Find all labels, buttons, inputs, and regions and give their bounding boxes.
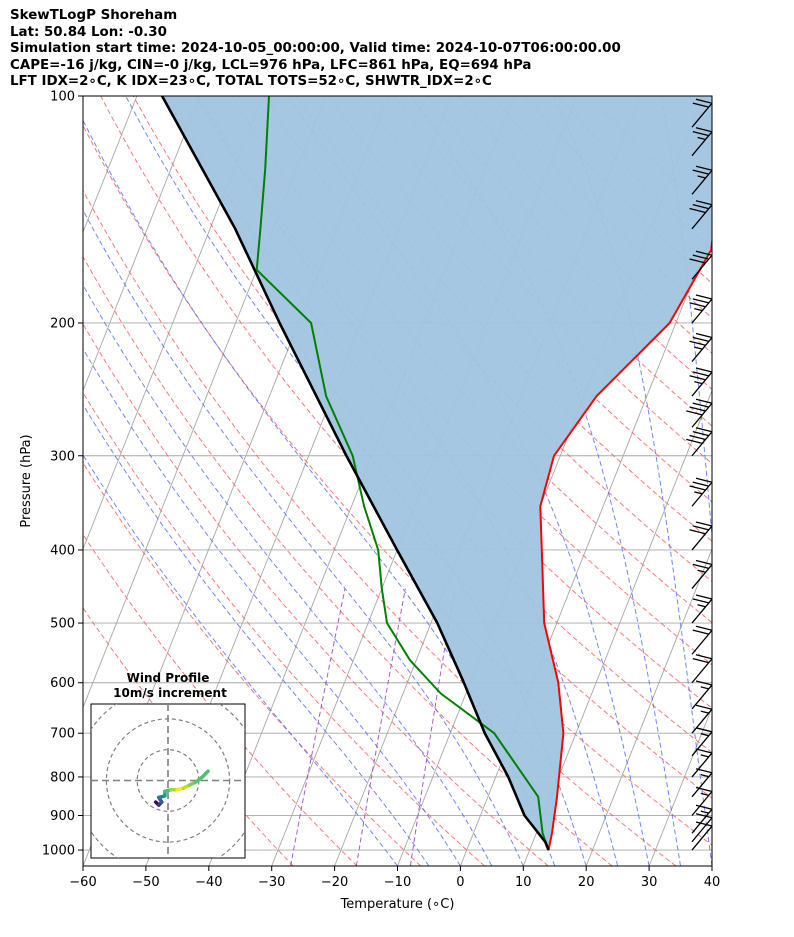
wind-barb bbox=[691, 748, 713, 778]
wind-barb bbox=[691, 165, 713, 195]
x-tick-label: 40 bbox=[704, 875, 721, 890]
x-tick-label: 30 bbox=[641, 875, 658, 890]
wind-barb bbox=[691, 813, 713, 843]
y-tick-label: 600 bbox=[50, 676, 75, 691]
dry-adiabat bbox=[328, 96, 712, 503]
y-tick-label: 500 bbox=[50, 617, 75, 632]
y-tick-label: 700 bbox=[50, 727, 75, 742]
wind-barb bbox=[691, 127, 713, 157]
wind-barb bbox=[689, 521, 713, 551]
wind-barb bbox=[689, 367, 713, 397]
wind-barb bbox=[691, 680, 713, 710]
moist-adiabat bbox=[83, 284, 493, 866]
hodograph-subtitle: 10m/s increment bbox=[113, 686, 227, 700]
wind-barbs bbox=[686, 98, 713, 851]
dewpoint-line bbox=[255, 96, 550, 851]
time-line: Simulation start time: 2024-10-05_00:00:… bbox=[10, 41, 621, 57]
wind-barb bbox=[689, 332, 713, 362]
wind-barb bbox=[689, 250, 713, 280]
moist-adiabat bbox=[410, 96, 681, 866]
dry-adiabat bbox=[83, 323, 549, 866]
dry-adiabat bbox=[100, 96, 712, 799]
indices-line: LFT IDX=2∘C, K IDX=23∘C, TOTAL TOTS=52∘C… bbox=[10, 74, 492, 90]
isotherm bbox=[711, 864, 712, 866]
chart-header: SkewTLogP Shoreham Lat: 50.84 Lon: -0.30… bbox=[10, 8, 621, 91]
moist-adiabat bbox=[83, 347, 461, 866]
wind-barb bbox=[691, 654, 713, 684]
x-tick-label: −30 bbox=[258, 875, 285, 890]
y-axis-label: Pressure (hPa) bbox=[19, 434, 34, 527]
y-tick-label: 900 bbox=[50, 809, 75, 824]
cape-line: CAPE=-16 j/kg, CIN=-0 j/kg, LCL=976 hPa,… bbox=[10, 57, 532, 73]
x-axis-label: Temperature (∘C) bbox=[340, 897, 455, 912]
isotherm bbox=[0, 96, 74, 866]
y-tick-label: 100 bbox=[50, 90, 75, 105]
isotherm bbox=[648, 706, 712, 866]
wind-barb bbox=[689, 200, 713, 230]
isotherm bbox=[83, 96, 264, 551]
x-tick-label: −60 bbox=[69, 875, 96, 890]
cape-shading bbox=[162, 96, 712, 850]
y-tick-label: 200 bbox=[50, 316, 75, 331]
wind-barb bbox=[691, 821, 713, 851]
y-tick-label: 400 bbox=[50, 543, 75, 558]
wind-barb bbox=[691, 727, 713, 757]
moist-adiabat bbox=[83, 454, 398, 866]
isotherm bbox=[83, 96, 138, 234]
wind-barb bbox=[691, 559, 713, 589]
y-tick-label: 1000 bbox=[42, 844, 75, 859]
x-tick-label: 10 bbox=[515, 875, 532, 890]
wind-barb bbox=[691, 625, 713, 655]
wind-barb bbox=[691, 704, 713, 734]
isotherm bbox=[522, 389, 712, 866]
mixing-ratio-line bbox=[290, 588, 346, 866]
wind-barb bbox=[686, 398, 713, 428]
isotherm bbox=[0, 96, 11, 866]
mixing-ratio-line bbox=[409, 588, 456, 866]
wind-barb bbox=[691, 98, 713, 128]
hodograph-title: Wind Profile bbox=[127, 671, 210, 685]
wind-barb bbox=[686, 427, 713, 457]
x-tick-label: −50 bbox=[132, 875, 159, 890]
x-tick-label: −20 bbox=[321, 875, 348, 890]
parcel-line bbox=[160, 96, 550, 851]
dry-adiabat bbox=[83, 391, 485, 866]
moist-adiabat bbox=[83, 209, 524, 866]
x-tick-label: 20 bbox=[578, 875, 595, 890]
location-line: Lat: 50.84 Lon: -0.30 bbox=[10, 24, 167, 40]
wind-barb bbox=[689, 294, 713, 324]
x-tick-label: −10 bbox=[384, 875, 411, 890]
hodograph-segment bbox=[200, 769, 210, 780]
x-tick-label: −40 bbox=[195, 875, 222, 890]
y-tick-label: 800 bbox=[50, 770, 75, 785]
wind-barb bbox=[689, 477, 713, 507]
dry-adiabat bbox=[83, 255, 613, 866]
plot-area bbox=[0, 96, 712, 866]
temperature-line bbox=[539, 234, 712, 851]
isotherm bbox=[83, 96, 201, 392]
mixing-ratio-line bbox=[355, 588, 406, 866]
wind-barb bbox=[691, 594, 713, 624]
wind-barb bbox=[691, 804, 713, 834]
chart-title: SkewTLogP Shoreham bbox=[10, 8, 178, 23]
y-tick-label: 300 bbox=[50, 449, 75, 464]
isotherm bbox=[585, 547, 712, 866]
x-tick-label: 0 bbox=[456, 875, 464, 890]
dry-adiabat bbox=[83, 124, 712, 846]
